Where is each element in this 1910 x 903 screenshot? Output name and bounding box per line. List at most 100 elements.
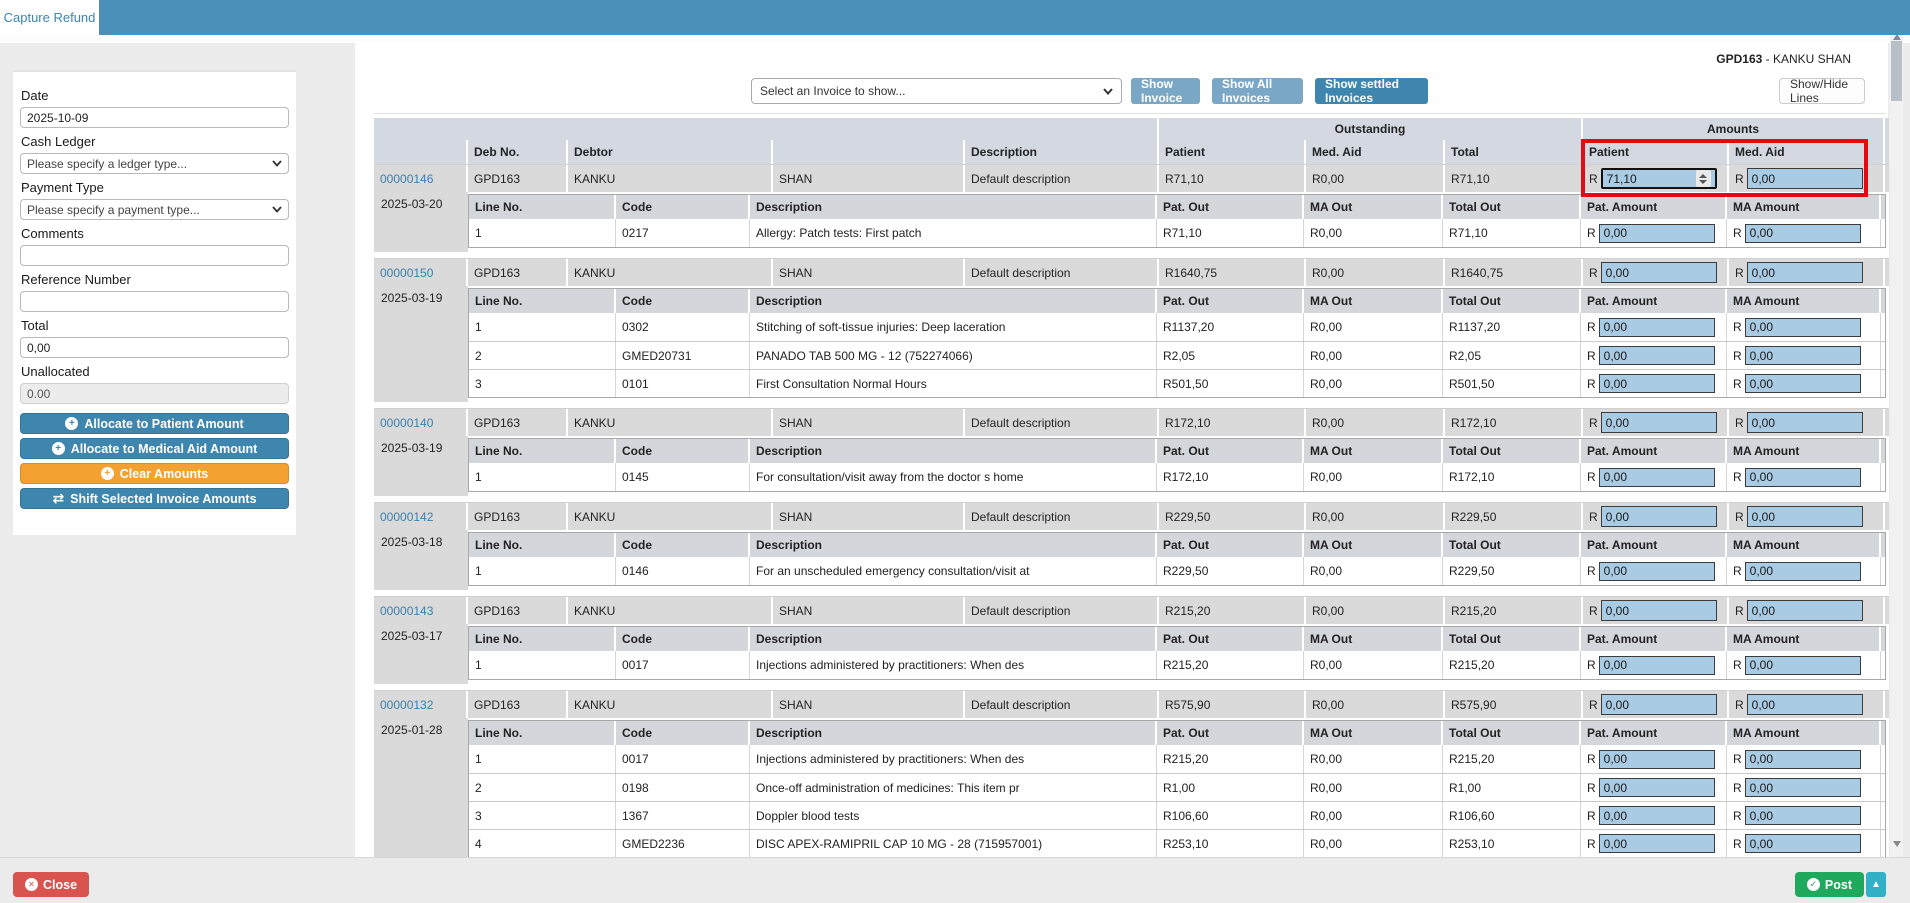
invoice-number-link[interactable]: 00000143: [374, 597, 468, 624]
invoice-row[interactable]: 00000132 GPD163 KANKU SHAN Default descr…: [374, 690, 1889, 718]
tab-capture-refund[interactable]: Capture Refund: [0, 0, 99, 35]
show-settled-invoices-button[interactable]: Show settled Invoices: [1315, 78, 1428, 104]
invoice-med-aid-amount-cell: R 0,00: [1729, 503, 1885, 530]
line-ma-amount-input[interactable]: 0,00: [1745, 562, 1861, 581]
allocate-to-patient-button[interactable]: + Allocate to Patient Amount: [20, 413, 289, 434]
vertical-scrollbar[interactable]: [1890, 35, 1903, 857]
invoice-patient-outstanding: R215,20: [1159, 597, 1306, 624]
invoice-patient-amount-input[interactable]: 0,00: [1601, 412, 1717, 433]
shift-selected-invoice-amounts-button[interactable]: ⇄ Shift Selected Invoice Amounts: [20, 488, 289, 509]
invoice-row[interactable]: 00000142 GPD163 KANKU SHAN Default descr…: [374, 502, 1889, 530]
line-pat-amount-input[interactable]: 0,00: [1599, 374, 1715, 393]
line-pat-amount-input[interactable]: 0,00: [1599, 778, 1715, 797]
currency-prefix: R: [1589, 416, 1598, 430]
invoice-number-link[interactable]: 00000132: [374, 691, 468, 718]
line-pat-amount-input[interactable]: 0,00: [1599, 224, 1715, 243]
invoice-med-aid-amount-input[interactable]: 0,00: [1747, 168, 1863, 189]
line-pat-amount-input[interactable]: 0,00: [1599, 750, 1715, 769]
invoice-select[interactable]: Select an Invoice to show...: [751, 78, 1122, 104]
line-ma-amount-input[interactable]: 0,00: [1745, 224, 1861, 243]
collapse-up-button[interactable]: ▲: [1866, 872, 1886, 897]
line-pat-amount-input[interactable]: 0,00: [1599, 346, 1715, 365]
line-header-row: Line No. Code Description Pat. Out MA Ou…: [469, 627, 1885, 651]
invoice-debtor-surname: KANKU: [568, 691, 773, 718]
shift-selected-label: Shift Selected Invoice Amounts: [70, 492, 256, 506]
line-pat-amount-input[interactable]: 0,00: [1599, 562, 1715, 581]
invoice-patient-amount-input[interactable]: 0,00: [1601, 694, 1717, 715]
line-ma-amount-input[interactable]: 0,00: [1745, 806, 1861, 825]
reference-number-input[interactable]: [20, 291, 289, 312]
post-button[interactable]: ✓ Post: [1795, 872, 1864, 897]
payment-type-select[interactable]: Please specify a payment type...: [20, 199, 289, 220]
line-ma-amount-input[interactable]: 0,00: [1745, 346, 1861, 365]
show-all-invoices-button[interactable]: Show All Invoices: [1212, 78, 1303, 104]
line-pat-amount-input[interactable]: 0,00: [1599, 656, 1715, 675]
currency-prefix: R: [1733, 377, 1742, 391]
close-label: Close: [43, 878, 77, 892]
invoice-debtor-surname: KANKU: [568, 503, 773, 530]
invoice-med-aid-amount-input[interactable]: 0,00: [1747, 262, 1863, 283]
line-ma-amount-input[interactable]: 0,00: [1745, 468, 1861, 487]
invoice-med-aid-amount-input[interactable]: 0,00: [1747, 506, 1863, 527]
line-ma-amount-input[interactable]: 0,00: [1745, 750, 1861, 769]
show-invoice-button[interactable]: Show Invoice: [1131, 78, 1200, 104]
col-total-out: Total: [1445, 140, 1583, 164]
allocate-to-medical-aid-button[interactable]: + Allocate to Medical Aid Amount: [20, 438, 289, 459]
invoice-med-aid-amount-input[interactable]: 0,00: [1747, 412, 1863, 433]
number-spinner[interactable]: [1696, 170, 1711, 187]
line-rows: 1 0017 Injections administered by practi…: [469, 745, 1885, 857]
invoice-lines-table: Line No. Code Description Pat. Out MA Ou…: [468, 626, 1886, 680]
line-ma-amount-input[interactable]: 0,00: [1745, 656, 1861, 675]
scroll-down-arrow-icon[interactable]: [1893, 841, 1901, 847]
line-pat-amount-input[interactable]: 0,00: [1599, 318, 1715, 337]
line-total-out: R1,00: [1443, 774, 1581, 801]
line-pat-amount-input[interactable]: 0,00: [1599, 468, 1715, 487]
line-description: Injections administered by practitioners…: [750, 651, 1157, 679]
line-pat-out: R71,10: [1157, 219, 1304, 247]
line-ma-amount-input[interactable]: 0,00: [1745, 374, 1861, 393]
show-hide-lines-button[interactable]: Show/Hide Lines: [1779, 78, 1865, 104]
scroll-up-arrow-icon[interactable]: [1893, 34, 1901, 40]
invoice-patient-amount-input[interactable]: 0,00: [1601, 262, 1717, 283]
line-pat-out: R172,10: [1157, 463, 1304, 491]
line-no: 3: [469, 370, 616, 397]
invoice-patient-amount-input[interactable]: 0,00: [1601, 506, 1717, 527]
invoice-patient-amount-input[interactable]: 71,10: [1601, 168, 1717, 189]
date-input[interactable]: 2025-10-09: [20, 107, 289, 128]
invoice-row[interactable]: 00000150 GPD163 KANKU SHAN Default descr…: [374, 258, 1889, 286]
clear-amounts-button[interactable]: + Clear Amounts: [20, 463, 289, 484]
invoice-patient-amount-input[interactable]: 0,00: [1601, 600, 1717, 621]
invoice-number-link[interactable]: 00000146: [374, 165, 468, 192]
line-pat-amount-input[interactable]: 0,00: [1599, 834, 1715, 853]
line-ma-amount-input[interactable]: 0,00: [1745, 318, 1861, 337]
invoice-row[interactable]: 00000146 GPD163 KANKU SHAN Default descr…: [374, 164, 1889, 192]
invoice-detail: 2025-01-28 Line No. Code Description Pat…: [374, 718, 1889, 862]
invoice-date: 2025-03-18: [374, 530, 468, 590]
col-deb-no: Deb No.: [468, 140, 568, 164]
invoice-total-outstanding: R1640,75: [1445, 259, 1583, 286]
line-ma-amount-cell: R 0,00: [1727, 219, 1881, 247]
line-pat-amount-input[interactable]: 0,00: [1599, 806, 1715, 825]
line-pat-amount-cell: R 0,00: [1581, 745, 1727, 773]
col-amt-med-aid: Med. Aid: [1729, 140, 1885, 164]
invoice-number-link[interactable]: 00000140: [374, 409, 468, 436]
unallocated-label: Unallocated: [21, 364, 289, 379]
close-button[interactable]: ✕ Close: [13, 872, 89, 897]
line-ma-amount-input[interactable]: 0,00: [1745, 834, 1861, 853]
invoice-number-link[interactable]: 00000142: [374, 503, 468, 530]
line-total-out: R2,05: [1443, 342, 1581, 369]
invoice-lines-table: Line No. Code Description Pat. Out MA Ou…: [468, 288, 1886, 398]
scrollbar-thumb[interactable]: [1891, 41, 1902, 101]
currency-prefix: R: [1733, 658, 1742, 672]
invoice-med-aid-amount-input[interactable]: 0,00: [1747, 600, 1863, 621]
comments-input[interactable]: [20, 245, 289, 266]
line-ma-amount-input[interactable]: 0,00: [1745, 778, 1861, 797]
invoice-med-aid-amount-input[interactable]: 0,00: [1747, 694, 1863, 715]
total-input[interactable]: 0,00: [20, 337, 289, 358]
invoice-total-outstanding: R71,10: [1445, 165, 1583, 192]
invoice-row[interactable]: 00000140 GPD163 KANKU SHAN Default descr…: [374, 408, 1889, 436]
invoice-number-link[interactable]: 00000150: [374, 259, 468, 286]
invoice-row[interactable]: 00000143 GPD163 KANKU SHAN Default descr…: [374, 596, 1889, 624]
invoice-patient-amount-cell: R 0,00: [1583, 503, 1729, 530]
cash-ledger-select[interactable]: Please specify a ledger type...: [20, 153, 289, 174]
